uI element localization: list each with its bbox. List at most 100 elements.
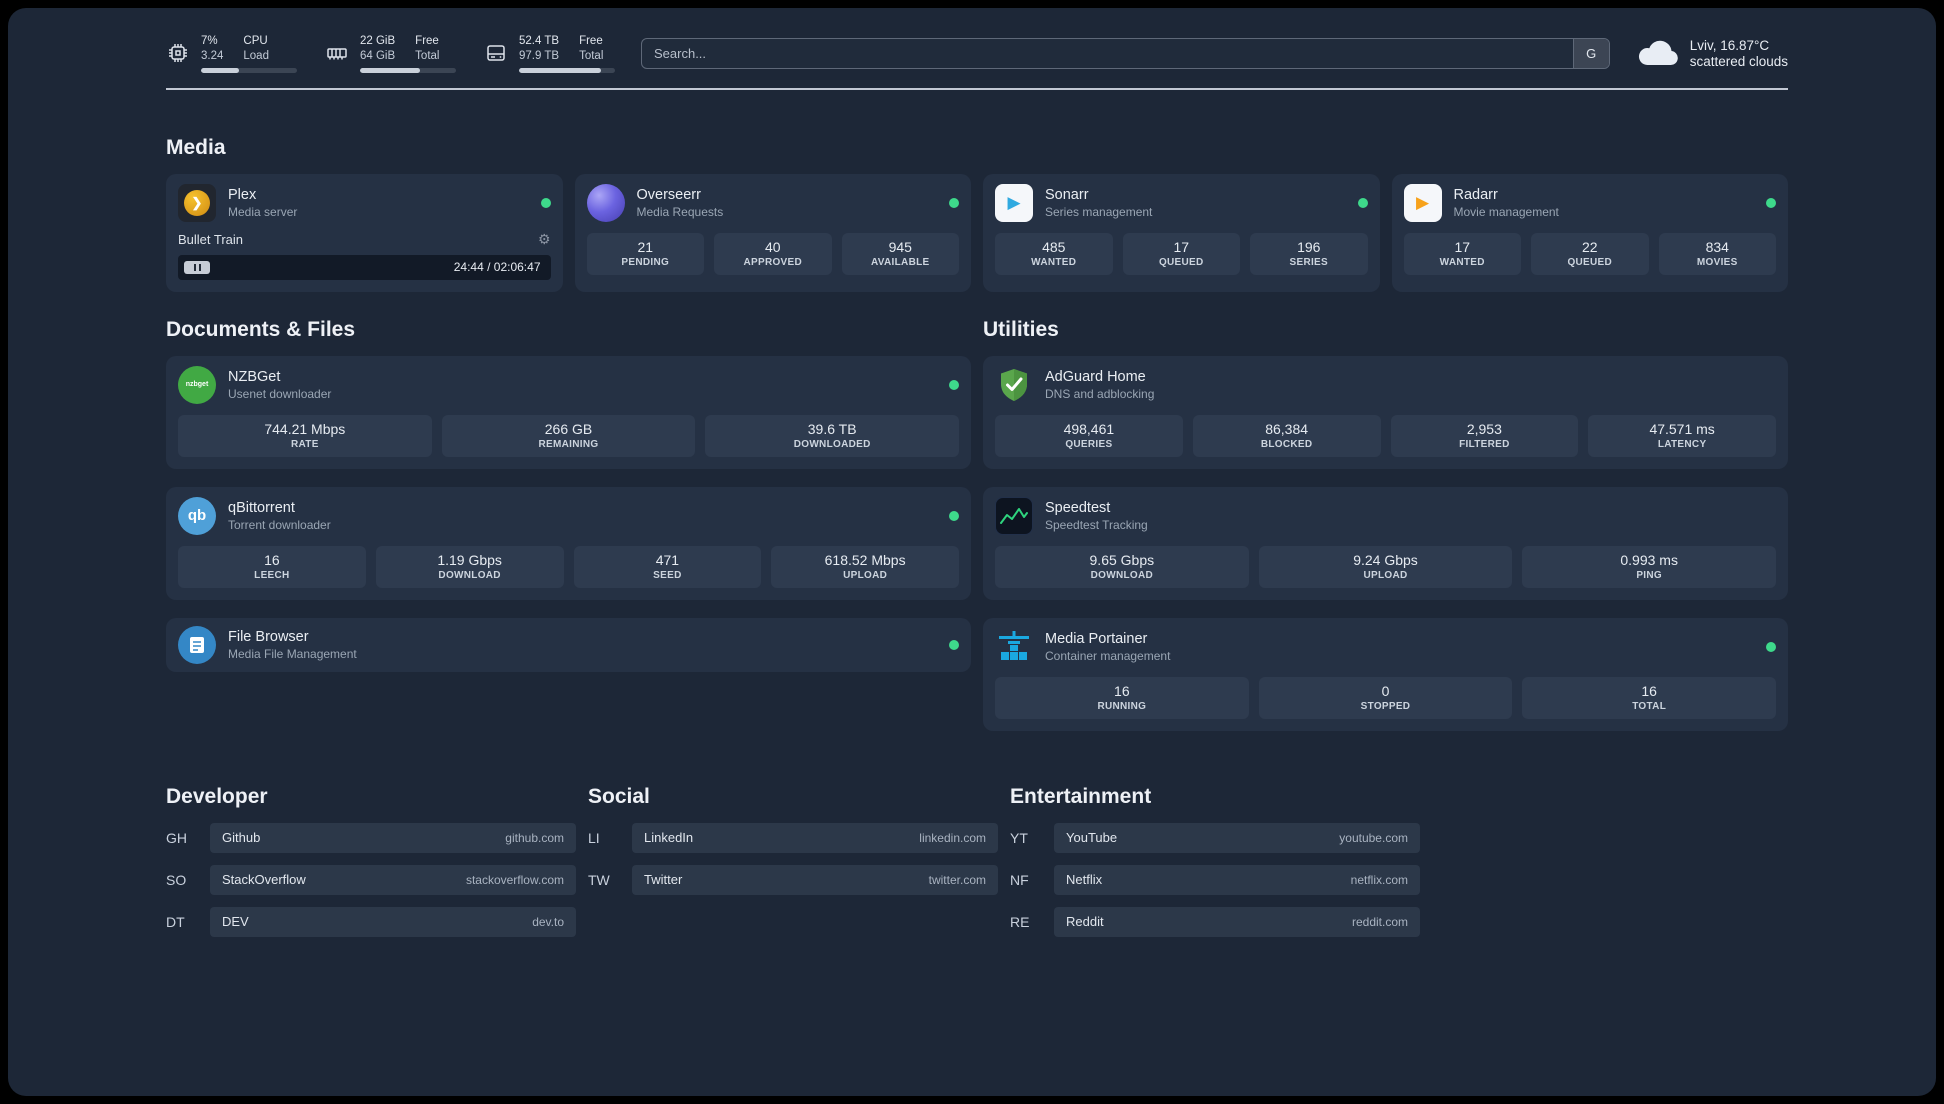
stat-blocked: 86,384 BLOCKED [1192, 414, 1381, 457]
search-provider-button[interactable]: G [1572, 38, 1609, 68]
bookmark-netflix[interactable]: NF Netflix netflix.com [1010, 864, 1420, 895]
app-name: Overseerr [636, 186, 701, 203]
cpu-icon [166, 41, 190, 65]
disk-icon [484, 41, 508, 65]
weather-widget: Lviv, 16.87°C scattered clouds [1636, 36, 1788, 71]
stat-queued: 22 QUEUED [1531, 232, 1649, 275]
cpu-values: 7% 3.24 [201, 35, 224, 63]
status-dot [949, 197, 959, 208]
app-card-speedtest[interactable]: Speedtest Speedtest Tracking 9.65 Gbps DO… [983, 486, 1788, 600]
app-card-radarr[interactable]: ▶ Radarr Movie management 17 WANTED 22 QUE… [1391, 173, 1788, 292]
search-box: G [641, 37, 1610, 69]
disk-labels: Free Total [579, 35, 604, 63]
memory-progress-bar [360, 67, 456, 73]
stat-upload: 9.24 Gbps UPLOAD [1258, 545, 1513, 588]
stat-download: 9.65 Gbps DOWNLOAD [995, 545, 1249, 588]
app-card-adguard[interactable]: AdGuard Home DNS and adblocking 498,461 Q… [983, 355, 1788, 469]
sonarr-icon: ▶ [995, 183, 1033, 222]
app-subtitle: Media File Management [228, 646, 357, 661]
status-dot [949, 510, 959, 521]
cpu-widget: 7% 3.24 CPU Load [166, 34, 297, 73]
disk-progress-fill [519, 67, 601, 73]
stat-movies: 834 MOVIES [1658, 232, 1776, 275]
section-title-documents: Documents & Files [166, 317, 356, 341]
bookmark-reddit[interactable]: RE Reddit reddit.com [1010, 906, 1420, 937]
speedtest-icon [995, 496, 1033, 535]
adguard-icon [995, 366, 1033, 404]
stat-leech: 16 LEECH [178, 545, 366, 588]
app-subtitle: Usenet downloader [228, 386, 332, 401]
app-name: Plex [228, 186, 257, 203]
stat-upload: 618.52 Mbps UPLOAD [771, 545, 959, 588]
app-subtitle: DNS and adblocking [1045, 386, 1155, 401]
stat-remaining: 266 GB REMAINING [441, 414, 696, 457]
pause-button[interactable] [184, 260, 210, 274]
app-name: Speedtest [1045, 499, 1111, 516]
disk-widget: 52.4 TB 97.9 TB Free Total [484, 34, 615, 73]
stat-downloaded: 39.6 TB DOWNLOADED [705, 414, 959, 457]
stat-available: 945 AVAILABLE [841, 232, 959, 275]
app-name: File Browser [228, 628, 309, 645]
stat-pending: 21 PENDING [586, 232, 704, 275]
status-dot [1766, 197, 1776, 208]
plex-player: 24:44 / 02:06:47 [178, 254, 551, 280]
app-name: NZBGet [228, 368, 281, 385]
app-card-filebrowser[interactable]: File Browser Media File Management [166, 617, 971, 672]
stat-ping: 0.993 ms PING [1522, 545, 1776, 588]
app-card-qbittorrent[interactable]: qb qBittorrent Torrent downloader 16 LEEC… [166, 486, 971, 600]
cpu-labels: CPU Load [243, 35, 269, 63]
search-input[interactable] [642, 38, 1573, 68]
topbar: 7% 3.24 CPU Load [166, 34, 1788, 73]
stat-queries: 498,461 QUERIES [995, 414, 1183, 457]
cpu-progress-fill [201, 67, 240, 73]
playback-time: 24:44 / 02:06:47 [453, 260, 541, 275]
memory-widget: 22 GiB 64 GiB Free Total [325, 34, 456, 73]
stat-running: 16 RUNNING [995, 676, 1249, 719]
app-subtitle: Series management [1045, 204, 1153, 219]
overseerr-icon [586, 183, 625, 222]
cpu-progress-bar [201, 67, 297, 73]
bookmark-twitter[interactable]: TW Twitter twitter.com [588, 864, 998, 895]
topbar-divider [166, 87, 1788, 90]
bookmark-group-entertainment: Entertainment YT YouTube youtube.com NF N… [1010, 785, 1420, 949]
section-title-social: Social [588, 784, 650, 808]
app-subtitle: Media Requests [636, 204, 724, 219]
gear-icon[interactable]: ⚙ [537, 230, 551, 247]
stat-series: 196 SERIES [1250, 232, 1368, 275]
stat-download: 1.19 Gbps DOWNLOAD [375, 545, 564, 588]
dashboard-frame: 7% 3.24 CPU Load [8, 8, 1936, 1096]
stat-seed: 471 SEED [573, 545, 762, 588]
bookmark-stackoverflow[interactable]: SO StackOverflow stackoverflow.com [166, 864, 576, 895]
memory-values: 22 GiB 64 GiB [360, 35, 396, 63]
qbittorrent-icon: qb [178, 496, 216, 535]
app-card-nzbget[interactable]: nzbget NZBGet Usenet downloader 744.21 M… [166, 355, 971, 469]
bookmark-dev[interactable]: DT DEV dev.to [166, 906, 576, 937]
section-title-entertainment: Entertainment [1010, 784, 1152, 808]
status-dot [1766, 641, 1776, 652]
status-dot [949, 639, 959, 650]
stat-stopped: 0 STOPPED [1258, 676, 1513, 719]
memory-icon [325, 41, 349, 65]
app-name: AdGuard Home [1045, 368, 1146, 385]
disk-values: 52.4 TB 97.9 TB [519, 35, 560, 63]
filebrowser-icon [178, 625, 216, 664]
app-card-portainer[interactable]: Media Portainer Container management 16 R… [983, 617, 1788, 731]
app-name: Sonarr [1045, 186, 1089, 203]
disk-progress-bar [519, 67, 615, 73]
app-card-overseerr[interactable]: Overseerr Media Requests 21 PENDING 40 APP… [574, 173, 971, 292]
app-card-sonarr[interactable]: ▶ Sonarr Series management 485 WANTED 17 Q… [983, 173, 1380, 292]
stat-latency: 47.571 ms LATENCY [1588, 414, 1776, 457]
app-subtitle: Movie management [1453, 204, 1559, 219]
weather-location: Lviv, 16.87°C [1689, 37, 1770, 53]
stat-rate: 744.21 Mbps RATE [178, 414, 432, 457]
bookmark-linkedin[interactable]: LI LinkedIn linkedin.com [588, 822, 998, 853]
app-subtitle: Torrent downloader [228, 517, 331, 532]
bookmark-github[interactable]: GH Github github.com [166, 822, 576, 853]
app-card-plex[interactable]: ❯ Plex Media server Bullet Train ⚙ 24:44… [166, 173, 563, 292]
radarr-icon: ▶ [1403, 183, 1442, 222]
app-subtitle: Speedtest Tracking [1045, 517, 1148, 532]
resource-widgets: 7% 3.24 CPU Load [166, 34, 615, 73]
memory-progress-fill [360, 67, 420, 73]
bookmark-youtube[interactable]: YT YouTube youtube.com [1010, 822, 1420, 853]
bookmark-group-social: Social LI LinkedIn linkedin.com TW Twitte… [588, 785, 998, 949]
